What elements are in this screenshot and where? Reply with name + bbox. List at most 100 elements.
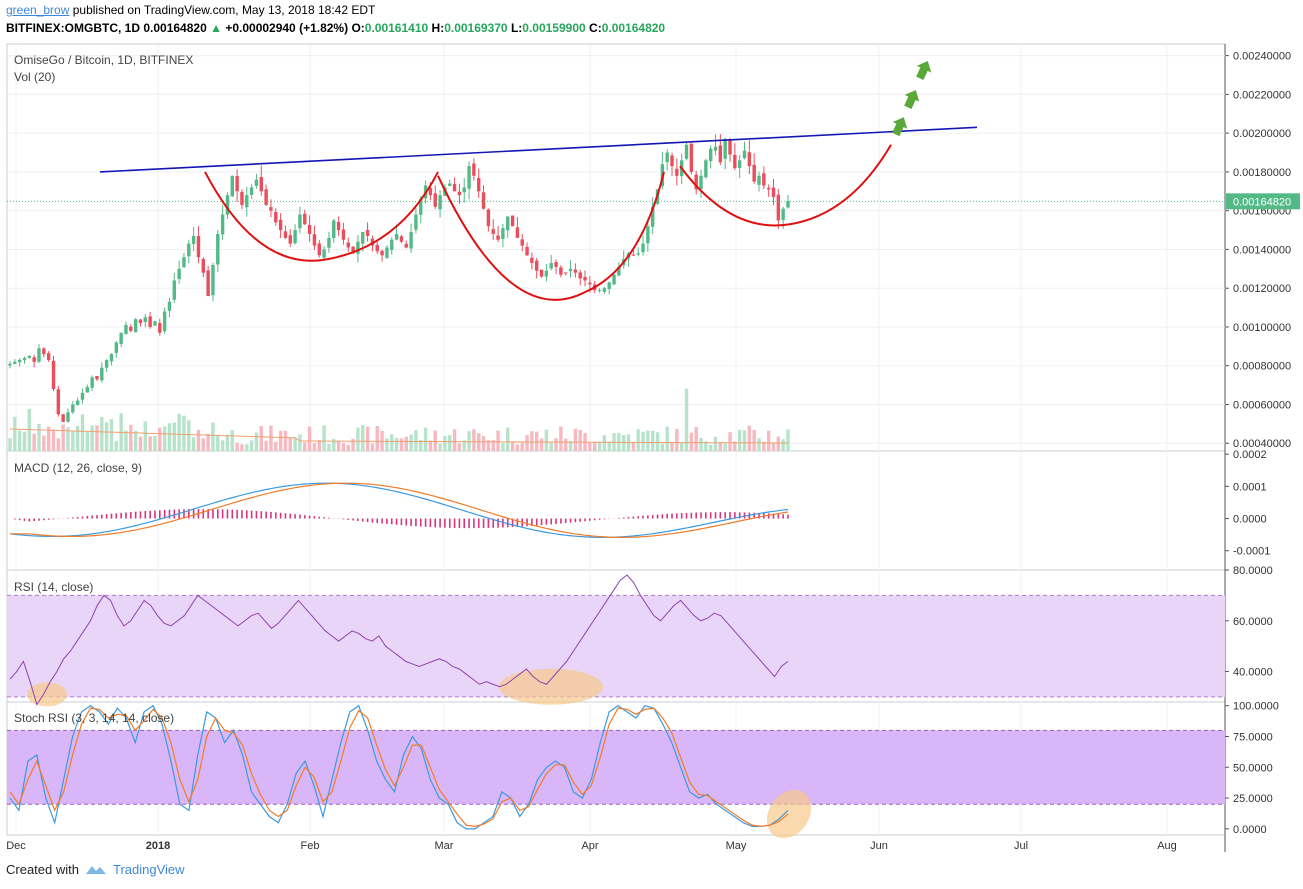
volume-bar [240, 444, 244, 451]
candle [196, 236, 201, 258]
candle [650, 206, 655, 227]
volume-bar [544, 429, 549, 451]
candle [307, 224, 312, 234]
candle [283, 231, 288, 238]
candle [462, 187, 466, 193]
candle [530, 257, 534, 264]
volume-bar [448, 435, 452, 451]
volume-bar [187, 420, 191, 451]
candle [713, 146, 718, 151]
volume-bar [510, 441, 515, 451]
open-value: 0.00161410 [364, 21, 429, 35]
volume-bar [496, 430, 500, 451]
candle [501, 228, 505, 239]
x-tick-label: Apr [581, 840, 598, 852]
volume-bar [303, 442, 307, 451]
candle [506, 216, 510, 231]
volume-bar [525, 435, 529, 451]
candle [491, 229, 495, 234]
author-link[interactable]: green_brow [6, 3, 70, 17]
x-tick-label: Aug [1157, 840, 1177, 852]
candle [278, 219, 283, 231]
candle [525, 246, 529, 256]
stoch-d-line [9, 707, 789, 827]
price-change: +0.00002940 (+1.82%) [225, 21, 349, 35]
volume-bar [95, 425, 99, 451]
volume-bar [737, 429, 742, 451]
candle [564, 272, 568, 274]
candle [438, 195, 442, 210]
volume-bar [274, 441, 278, 451]
volume-bar [56, 438, 61, 451]
candle [56, 389, 61, 415]
volume-bar [660, 443, 665, 451]
candle [762, 173, 766, 186]
signal-line [10, 482, 789, 538]
volume-bar [733, 441, 737, 451]
volume-bar [704, 441, 708, 451]
volume-bar [622, 434, 626, 451]
volume-bar [51, 429, 56, 451]
candle [254, 179, 259, 186]
candle [515, 227, 520, 238]
candle [428, 188, 433, 196]
volume-bar [723, 443, 727, 451]
candle [597, 290, 602, 292]
volume-bar [776, 436, 781, 451]
candle [322, 249, 326, 258]
tradingview-brand[interactable]: TradingView [112, 862, 185, 877]
volume-bar [747, 425, 752, 451]
candle [8, 363, 12, 366]
y-tick-label: 25.0000 [1233, 793, 1273, 805]
volume-bar [245, 444, 249, 451]
candle [143, 317, 148, 323]
y-tick-label: 0.00040000 [1233, 438, 1291, 450]
volume-bar [491, 440, 495, 451]
volume-bar [42, 435, 46, 451]
candle [90, 377, 94, 388]
candle [670, 155, 674, 167]
candle [419, 199, 423, 215]
volume-bar [481, 436, 486, 451]
up-arrow-icon [892, 117, 908, 137]
volume-bar [196, 429, 201, 451]
volume-bar [515, 444, 520, 451]
candle [201, 258, 205, 273]
candle [13, 361, 17, 364]
candle [46, 353, 51, 360]
candle [361, 231, 365, 244]
volume-bar [191, 437, 196, 451]
candle [699, 175, 703, 189]
candle [42, 348, 46, 355]
candle [177, 268, 181, 280]
candle [370, 238, 375, 246]
candle [95, 376, 99, 380]
x-tick-label: Dec [6, 840, 26, 852]
volume-bar [346, 444, 350, 451]
volume-bar [71, 431, 75, 451]
candle [182, 257, 186, 268]
candle [496, 235, 500, 240]
up-arrow-icon: ▲ [210, 21, 222, 35]
stoch-band [7, 730, 1225, 805]
volume-bar [486, 440, 491, 451]
candle [747, 152, 752, 167]
cup-right-curve [437, 171, 665, 301]
candle [781, 208, 785, 220]
candle [617, 266, 621, 276]
candle [365, 229, 370, 236]
candle [631, 254, 636, 256]
y-tick-label: 40.0000 [1233, 667, 1273, 679]
volume-bar [361, 425, 365, 451]
macd-title: MACD (12, 26, close, 9) [14, 461, 143, 475]
volume-bar [573, 428, 578, 451]
volume-bar [182, 415, 186, 451]
volume-bar [399, 438, 404, 451]
volume-bar [370, 443, 375, 451]
volume-bar [423, 427, 428, 451]
candle [607, 282, 611, 289]
volume-bar [225, 434, 230, 451]
stoch-rsi-title: Stoch RSI (3, 3, 14, 14, close) [14, 711, 175, 725]
high-label: H: [431, 21, 445, 35]
